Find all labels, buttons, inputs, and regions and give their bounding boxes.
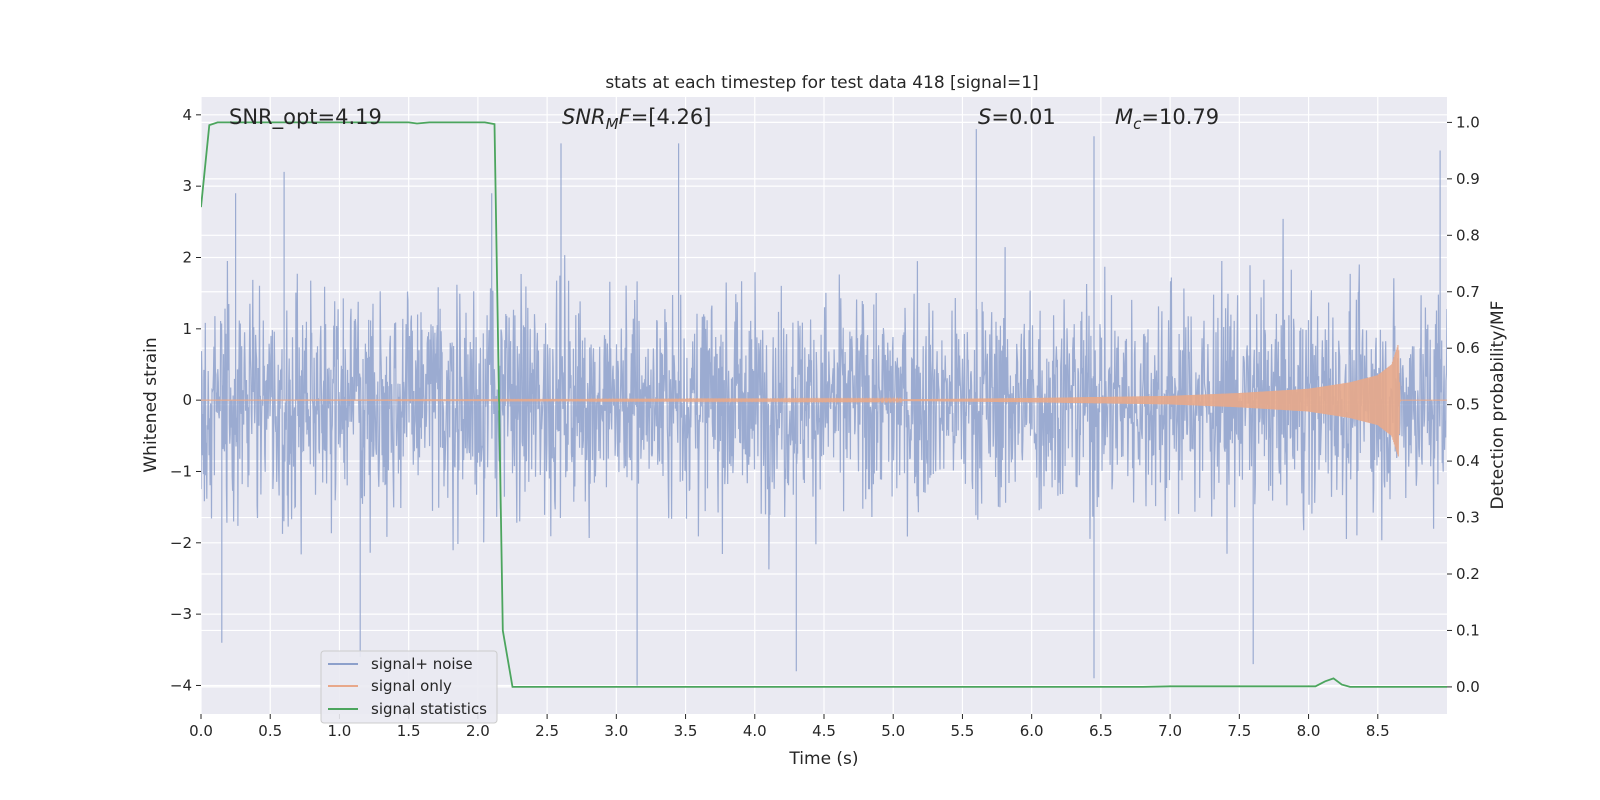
x-tick-label: 7.0 — [1158, 722, 1182, 740]
annotation-mc: Mc=10.79 — [1115, 105, 1219, 133]
y-right-ticks: 0.0 0.1 0.2 0.3 0.4 0.5 0.6 0.7 0.8 0.9 1.0 — [1447, 113, 1480, 696]
y-left-tick-label: 2 — [182, 248, 192, 266]
y-left-tick-label: 3 — [182, 177, 192, 195]
x-tick-label: 5.5 — [951, 722, 975, 740]
x-tick-label: 2.0 — [466, 722, 490, 740]
series-signal-only — [201, 344, 1447, 457]
legend-label-signal-only: signal only — [371, 677, 452, 695]
x-tick-label: 8.5 — [1366, 722, 1390, 740]
x-axis-label: Time (s) — [788, 749, 858, 769]
y-left-tick-label: 1 — [182, 320, 192, 338]
y-right-tick-label: 0.7 — [1456, 283, 1480, 301]
y-left-tick-label: −2 — [170, 534, 192, 552]
x-tick-label: 0.0 — [189, 722, 213, 740]
y-left-tick-label: −3 — [170, 605, 192, 623]
annotation-snr-opt: SNR_opt=4.19 — [229, 105, 382, 130]
y-right-tick-label: 0.0 — [1456, 678, 1480, 696]
y-right-tick-label: 0.3 — [1456, 509, 1480, 527]
annotation-snr-mf: SNRMF=[4.26] — [562, 105, 711, 133]
y-left-tick-label: 0 — [182, 391, 192, 409]
y-right-tick-label: 0.8 — [1456, 226, 1480, 244]
y-left-tick-label: −1 — [170, 462, 192, 480]
x-tick-label: 4.0 — [743, 722, 767, 740]
y-right-tick-label: 0.5 — [1456, 396, 1480, 414]
y-right-tick-label: 0.4 — [1456, 452, 1480, 470]
series-signal-noise — [201, 129, 1447, 686]
x-tick-label: 7.5 — [1227, 722, 1251, 740]
annotation-s: S=0.01 — [978, 105, 1056, 129]
x-tick-label: 6.0 — [1020, 722, 1044, 740]
legend-label-signal-noise: signal+ noise — [371, 655, 473, 673]
legend: signal+ noise signal only signal statist… — [320, 650, 498, 724]
x-tick-label: 2.5 — [535, 722, 559, 740]
x-tick-label: 3.0 — [604, 722, 628, 740]
x-tick-label: 5.0 — [881, 722, 905, 740]
chart-title: stats at each timestep for test data 418… — [605, 73, 1038, 93]
x-tick-label: 6.5 — [1089, 722, 1113, 740]
x-tick-label: 0.5 — [258, 722, 282, 740]
x-tick-label: 1.5 — [397, 722, 421, 740]
y-left-tick-label: 4 — [182, 106, 192, 124]
y-right-tick-label: 0.9 — [1456, 170, 1480, 188]
y-right-tick-label: 0.2 — [1456, 565, 1480, 583]
x-tick-label: 4.5 — [812, 722, 836, 740]
y-right-tick-label: 0.1 — [1456, 621, 1480, 639]
y-left-ticks: −4 −3 −2 −1 0 1 2 3 4 — [170, 106, 201, 694]
x-tick-label: 3.5 — [674, 722, 698, 740]
y-right-axis-label: Detection probability/MF — [1488, 301, 1508, 510]
y-right-tick-label: 1.0 — [1456, 113, 1480, 131]
y-left-axis-label: Whitened strain — [141, 337, 161, 472]
legend-box — [320, 650, 498, 724]
x-ticks: 0.0 0.5 1.0 1.5 2.0 2.5 3.0 3.5 4.0 4.5 5.0 5.5 6.0 6… — [189, 714, 1390, 740]
x-tick-label: 1.0 — [328, 722, 352, 740]
x-tick-label: 8.0 — [1297, 722, 1321, 740]
legend-label-signal-statistics: signal statistics — [371, 700, 487, 718]
series-signal-statistics — [201, 121, 1447, 688]
y-left-tick-label: −4 — [170, 676, 192, 694]
y-right-tick-label: 0.6 — [1456, 339, 1480, 357]
